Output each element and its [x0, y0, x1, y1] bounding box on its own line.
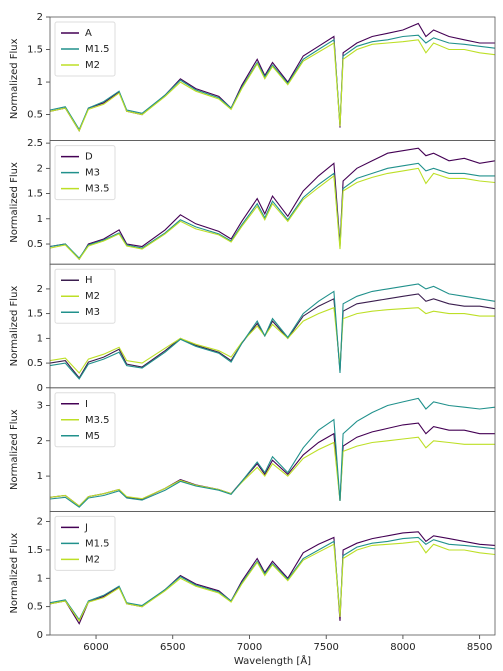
- legend-label: M5: [85, 431, 100, 442]
- x-tick-label: 6500: [160, 642, 185, 653]
- legend-box: [54, 145, 116, 201]
- spectrum-line: [50, 147, 495, 261]
- legend-box: [54, 515, 116, 571]
- legend-box: [54, 21, 116, 77]
- y-tick-label: 0.5: [27, 110, 43, 121]
- legend-label: D: [85, 152, 93, 163]
- y-axis-label: Normalized Flux: [9, 533, 20, 614]
- spectrum-line: [50, 531, 495, 625]
- x-tick-label: 8000: [390, 642, 415, 653]
- y-axis-label: Normalized Flux: [9, 162, 20, 243]
- legend-label: J: [84, 522, 88, 533]
- axes-frame: [49, 263, 496, 389]
- plot-lines: [50, 22, 495, 133]
- legend-label: M1.5: [85, 538, 110, 549]
- y-tick-label: 0.5: [27, 239, 43, 250]
- y-tick-label: 2.5: [27, 138, 43, 149]
- y-tick-label: 1.5: [27, 45, 43, 56]
- spectrum-line: [50, 22, 495, 133]
- plot-lines: [50, 283, 495, 380]
- spectrum-line: [50, 283, 495, 380]
- y-tick-label: 2: [37, 12, 43, 23]
- y-axis-label: Normalized Flux: [9, 286, 20, 367]
- spectrum-line: [50, 162, 495, 259]
- legend-box: [54, 392, 116, 448]
- x-axis-label: Wavelength [Å]: [234, 654, 311, 667]
- y-tick-label: 2: [37, 436, 43, 447]
- plot-lines: [50, 531, 495, 625]
- axes-frame: [49, 16, 496, 141]
- y-axis-label: Normalized Flux: [9, 38, 20, 119]
- y-tick-label: 1: [37, 573, 43, 584]
- spectrum-line: [50, 293, 495, 379]
- legend-label: M3: [85, 168, 100, 179]
- legend-label: M2: [85, 554, 100, 565]
- spectrum-line: [50, 39, 495, 132]
- axes-frame: [49, 510, 496, 636]
- legend-label: M3.5: [85, 184, 110, 195]
- x-tick-label: 7000: [237, 642, 262, 653]
- y-tick-label: 0.5: [27, 602, 43, 613]
- y-tick-label: 1.5: [27, 309, 43, 320]
- y-tick-label: 0: [37, 630, 43, 641]
- legend-label: I: [85, 399, 88, 410]
- y-tick-label: 2: [37, 163, 43, 174]
- y-tick-label: 0.5: [27, 358, 43, 369]
- y-tick-label: 1: [37, 333, 43, 344]
- spectrum-line: [50, 436, 495, 507]
- x-tick-label: 8500: [467, 642, 492, 653]
- spectrum-line: [50, 34, 495, 131]
- plot-lines: [50, 147, 495, 261]
- x-tick-label: 6000: [83, 642, 108, 653]
- x-tick-label: 7500: [313, 642, 338, 653]
- spectrum-line: [50, 540, 495, 622]
- legend-label: H: [85, 275, 93, 286]
- legend-label: M2: [85, 291, 100, 302]
- y-tick-label: 1.5: [27, 189, 43, 200]
- spectrum-line: [50, 167, 495, 261]
- spectrum-line: [50, 536, 495, 621]
- legend-label: M2: [85, 60, 100, 71]
- y-tick-label: 0: [37, 383, 43, 394]
- plot-lines: [50, 397, 495, 508]
- y-tick-label: 1: [37, 471, 43, 482]
- y-tick-label: 3: [37, 400, 43, 411]
- legend-label: A: [85, 28, 92, 39]
- spectrum-line: [50, 397, 495, 508]
- y-tick-label: 1.5: [27, 545, 43, 556]
- y-tick-label: 2: [37, 517, 43, 528]
- spectrum-line: [50, 306, 495, 374]
- legend-box: [54, 268, 116, 324]
- y-tick-label: 2: [37, 284, 43, 295]
- y-axis-label: Normalized Flux: [9, 409, 20, 490]
- y-tick-label: 1: [37, 77, 43, 88]
- legend-label: M3: [85, 307, 100, 318]
- legend-label: M1.5: [85, 44, 110, 55]
- legend-label: M3.5: [85, 415, 110, 426]
- y-tick-label: 1: [37, 214, 43, 225]
